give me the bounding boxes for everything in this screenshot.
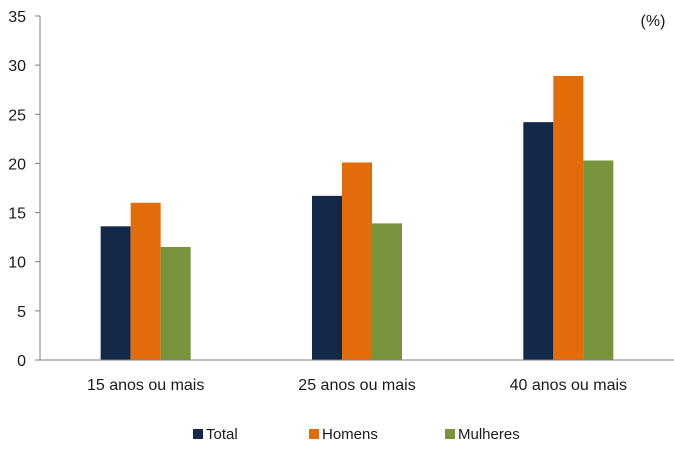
bar-homens-3 bbox=[553, 75, 584, 360]
y-tick-label: 15 bbox=[8, 206, 26, 223]
bar-mulheres-3 bbox=[583, 160, 614, 360]
x-tick-label: 40 anos ou mais bbox=[510, 377, 627, 394]
y-tick-label: 20 bbox=[8, 156, 26, 173]
y-tick-label: 5 bbox=[17, 304, 26, 321]
legend-label-total: Total bbox=[206, 426, 238, 443]
x-tick-label: 15 anos ou mais bbox=[87, 377, 204, 394]
legend-swatch-total bbox=[193, 429, 203, 439]
legend-swatch-homens bbox=[309, 429, 319, 439]
legend-label-mulheres: Mulheres bbox=[458, 426, 520, 443]
legend-label-homens: Homens bbox=[322, 426, 378, 443]
y-tick-label: 30 bbox=[8, 58, 26, 75]
bar-total-3 bbox=[523, 122, 554, 360]
bar-mulheres-1 bbox=[160, 246, 191, 360]
bar-mulheres-2 bbox=[372, 223, 402, 360]
legend-swatch-mulheres bbox=[445, 429, 455, 439]
bar-total-1 bbox=[100, 226, 131, 360]
bar-homens-1 bbox=[130, 202, 161, 360]
bar-total-2 bbox=[312, 195, 342, 360]
unit-label: (%) bbox=[641, 13, 666, 30]
y-tick-label: 10 bbox=[8, 255, 26, 272]
bars-group bbox=[100, 75, 614, 360]
bar-homens-2 bbox=[342, 162, 372, 360]
x-tick-label: 25 anos ou mais bbox=[298, 377, 415, 394]
x-axis: 15 anos ou mais 25 anos ou mais 40 anos ou… bbox=[40, 359, 674, 394]
y-tick-label: 0 bbox=[17, 353, 26, 370]
y-tick-label: 35 bbox=[8, 9, 26, 26]
legend: Total Homens Mulheres bbox=[193, 426, 520, 443]
y-axis: 0 5 10 15 20 25 30 35 bbox=[8, 9, 41, 370]
y-tick-label: 25 bbox=[8, 107, 26, 124]
